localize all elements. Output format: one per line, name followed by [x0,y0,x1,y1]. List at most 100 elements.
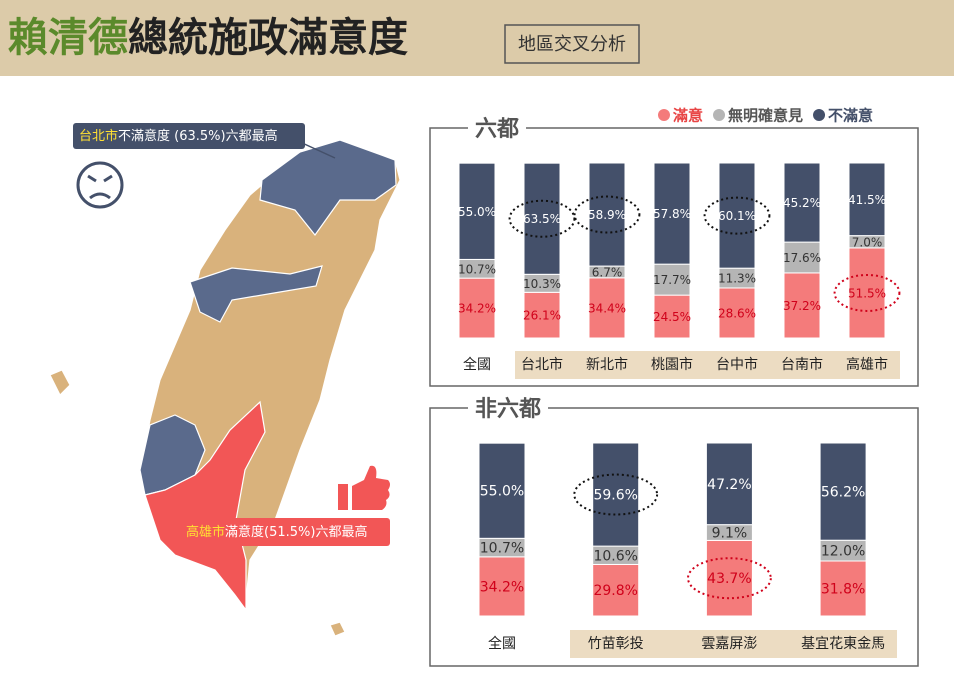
island-small [49,369,71,397]
bar-segment [523,291,561,339]
category-band [515,351,900,379]
x-tick-label: 全國 [463,356,491,373]
bar-segment [819,442,867,541]
value-label: 31.8% [821,581,865,597]
note-city: 台北市 [79,128,118,144]
value-label: 6.7% [592,265,623,279]
highlight-circle [508,199,576,238]
highlight-circle [687,557,772,600]
tag-box [504,24,640,64]
title-name: 賴清德 [8,15,128,61]
x-tick-label: 桃園市 [651,356,693,373]
bar-segment [718,287,756,339]
value-label: 56.2% [821,485,865,501]
value-label: 51.5% [848,286,886,300]
value-label: 10.6% [593,548,637,564]
bar-segment [705,442,753,526]
highlight-circle [833,273,901,312]
x-tick-label: 竹苗彰投 [588,635,644,652]
tag: 地區交叉分析 [518,34,626,55]
value-label: 57.8% [653,207,691,221]
value-label: 11.3% [718,272,756,286]
x-tick-label: 雲嘉屏澎 [701,636,757,652]
value-label: 43.7% [707,571,751,587]
bar-segment [592,442,640,547]
note-text: 不滿意度 (63.5%)六都最高 [118,128,278,144]
value-label: 24.5% [653,310,691,324]
value-label: 58.9% [588,208,626,222]
legend-label: 無明確意見 [728,107,803,125]
value-label: 10.7% [480,541,524,557]
legend-swatch [713,109,726,121]
bar-segment [819,560,867,617]
value-label: 41.5% [848,193,886,207]
value-label: 28.6% [718,306,756,320]
island-small [329,621,346,637]
bar-segment [653,263,691,296]
panel [429,127,919,387]
legend-swatch [658,109,670,121]
region-north [259,139,397,236]
bar-segment [458,162,496,260]
note-text: 滿意度(51.5%)六都最高 [225,524,367,540]
bar-segment [588,277,626,339]
value-label: 17.6% [783,251,821,265]
value-label: 34.4% [588,301,626,315]
bar-segment [588,162,626,267]
note-south-box [180,518,390,546]
value-label: 7.0% [852,235,883,249]
value-label: 47.2% [707,477,751,493]
bar-segment [653,162,691,265]
value-label: 10.7% [458,262,496,276]
note-north: 台北市不滿意度 (63.5%)六都最高 [79,128,278,144]
bar-segment [458,277,496,339]
bar-segment [783,162,821,243]
value-label: 37.2% [783,299,821,313]
bar-segment [478,556,526,617]
value-label: 60.1% [718,209,756,223]
value-label: 26.1% [523,309,561,323]
bar-segment [848,247,886,339]
value-label: 9.1% [712,526,748,542]
highlight-circle [703,196,771,235]
legend-label: 滿意 [673,107,703,125]
panel-title-bg [468,122,527,134]
bar-segment [783,241,821,274]
note-city: 高雄市 [186,524,225,540]
x-tick-label: 台北市 [521,356,563,373]
note-south: 高雄市滿意度(51.5%)六都最高 [186,524,367,540]
note-pointer [299,141,336,159]
bar-segment [718,162,756,269]
panel [429,407,919,667]
panel-title: 六都 [475,117,519,142]
angry-face [76,161,124,209]
panel-title-bg [468,402,549,414]
note-north-box [73,123,305,149]
x-tick-label: 全國 [488,635,516,652]
bar-segment [478,442,526,539]
category-band [570,630,897,658]
highlight-circle [573,195,641,234]
title: 賴清德總統施政滿意度 [8,15,408,61]
region-kaohsiung [144,400,266,612]
header-band [0,0,954,76]
legend-swatch [813,109,826,121]
bar-segment [783,272,821,339]
bar-segment [592,563,640,617]
thumbs-up [338,465,390,510]
value-label: 59.6% [593,488,637,504]
bar-segment [653,294,691,339]
map [49,139,401,637]
x-tick-label: 高雄市 [846,356,888,373]
panel-title: 非六都 [475,397,541,422]
x-tick-label: 台中市 [716,356,758,373]
x-tick-label: 基宜花東金馬 [801,635,885,652]
bar-segment [848,162,886,237]
value-label: 17.7% [653,273,691,287]
x-tick-label: 新北市 [586,356,628,373]
bar-segment [523,162,561,275]
note-pointer [161,515,181,529]
value-label: 10.3% [523,277,561,291]
x-tick-label: 台南市 [781,356,823,373]
